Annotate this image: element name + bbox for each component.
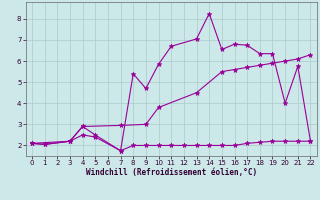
X-axis label: Windchill (Refroidissement éolien,°C): Windchill (Refroidissement éolien,°C)	[86, 168, 257, 177]
